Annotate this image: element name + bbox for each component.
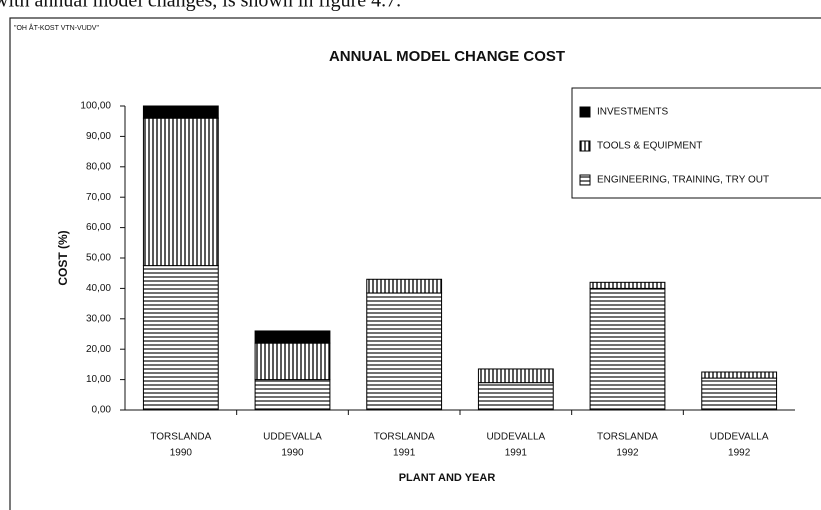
y-tick-label: 60,00 — [86, 222, 111, 233]
x-tick-label: UDDEVALLA — [263, 432, 322, 443]
y-tick-label: 70,00 — [86, 192, 111, 203]
x-tick-label: 1991 — [505, 448, 528, 459]
bar-segment — [142, 117, 219, 267]
page-text: with annual model changes, is shown in f… — [0, 0, 401, 12]
bar-segment — [366, 278, 443, 294]
x-tick-label: 1990 — [170, 448, 193, 459]
y-tick-label: 30,00 — [86, 313, 111, 324]
x-tick-label: TORSLANDA — [597, 432, 658, 443]
bar-segment — [701, 371, 778, 379]
corner-note: "OH ÅT-KOST VTN-VUDV" — [14, 23, 99, 32]
y-tick-label: 80,00 — [86, 161, 111, 172]
legend-swatch — [579, 106, 591, 118]
bar-segment — [254, 330, 331, 344]
x-tick-label: UDDEVALLA — [486, 432, 545, 443]
chart-title: ANNUAL MODEL CHANGE COST — [329, 48, 565, 65]
y-tick-label: 90,00 — [86, 131, 111, 142]
bar-segment — [477, 368, 554, 384]
x-tick-label: TORSLANDA — [374, 432, 435, 443]
legend-label: TOOLS & EQUIPMENT — [597, 141, 702, 152]
y-axis-label: COST (%) — [56, 230, 70, 285]
y-tick-label: 100,00 — [80, 101, 111, 112]
chart-frame — [9, 17, 821, 510]
x-tick-label: 1992 — [728, 448, 751, 459]
legend-swatch — [579, 140, 591, 152]
y-tick-label: 0,00 — [92, 405, 112, 416]
bar-segment — [366, 292, 443, 411]
bar-segment — [589, 287, 666, 411]
y-tick-label: 50,00 — [86, 253, 111, 264]
bar-segment — [477, 382, 554, 411]
x-tick-label: TORSLANDA — [150, 432, 211, 443]
bar-segment — [701, 377, 778, 411]
y-tick-label: 40,00 — [86, 283, 111, 294]
bar-segment — [254, 342, 331, 381]
legend-label: ENGINEERING, TRAINING, TRY OUT — [597, 175, 769, 186]
bar-segment — [142, 105, 219, 119]
x-axis-label: PLANT AND YEAR — [399, 472, 496, 484]
y-tick-label: 10,00 — [86, 374, 111, 385]
legend-swatch — [579, 174, 591, 186]
x-tick-label: 1990 — [281, 448, 304, 459]
x-tick-label: 1992 — [616, 448, 639, 459]
legend-box — [571, 87, 821, 199]
bar-segment — [254, 379, 331, 411]
legend-label: INVESTMENTS — [597, 107, 668, 118]
x-tick-label: UDDEVALLA — [710, 432, 769, 443]
bar-segment — [589, 281, 666, 289]
x-tick-label: 1991 — [393, 448, 416, 459]
y-tick-label: 20,00 — [86, 344, 111, 355]
bar-segment — [142, 265, 219, 411]
